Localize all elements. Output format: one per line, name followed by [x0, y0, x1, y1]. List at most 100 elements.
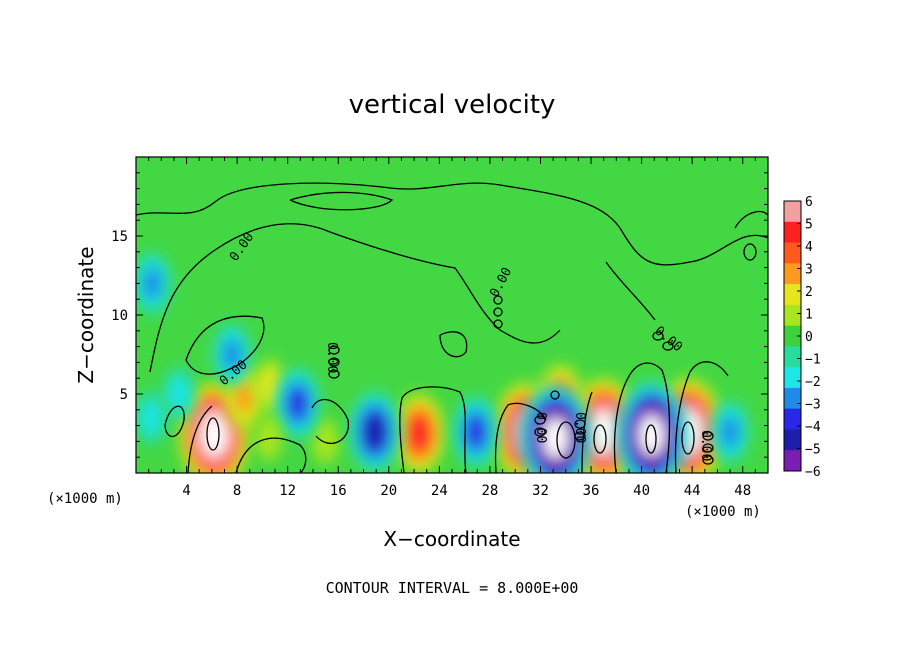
contour-loop: [645, 424, 657, 454]
velocity-level: [287, 386, 308, 421]
contour-line: [613, 362, 671, 473]
colorbar: 6 5 4 3 2 1 0 −1 −2 −3 −4 −5 −6: [783, 195, 821, 480]
contour-loop: [574, 419, 586, 429]
zero-contour-lines: [136, 182, 768, 473]
velocity-level: [466, 415, 486, 449]
contour-loop: [550, 390, 560, 400]
colorbar-tick-label: 2: [805, 285, 813, 300]
colorbar-swatch: [784, 242, 801, 264]
y-axis-title: Z−coordinate: [74, 246, 98, 383]
contour-loop: [328, 357, 340, 367]
contour-line: [734, 210, 768, 229]
colorbar-swatch: [784, 325, 801, 347]
x-tick-label: 28: [481, 483, 498, 499]
colorbar-tick-label: −2: [805, 375, 821, 390]
colorbar-tick-label: 5: [805, 218, 813, 233]
colorbar-tick-label: 6: [805, 195, 813, 210]
velocity-cell: [136, 390, 168, 445]
x-unit-label-right: (×1000 m): [685, 504, 761, 520]
contour-loop: [593, 424, 607, 454]
velocity-cell: [710, 400, 750, 464]
x-tick-label: 16: [330, 483, 347, 499]
colorbar-swatch: [784, 263, 801, 285]
velocity-level: [142, 267, 163, 300]
x-tick-label: 8: [233, 483, 241, 499]
colorbar-swatch: [784, 387, 801, 410]
velocity-cell: [162, 367, 196, 421]
colorbar-swatch: [784, 284, 801, 306]
x-axis-title: X−coordinate: [383, 527, 520, 551]
contour-loop: [662, 341, 674, 351]
contour-line: [185, 315, 265, 375]
contour-loop: [328, 369, 340, 379]
x-tick-label: 32: [532, 483, 549, 499]
contour-label: 0.00: [324, 342, 339, 373]
colorbar-tick-label: 1: [805, 308, 813, 323]
velocity-cell: [453, 395, 499, 468]
contour-loop: [328, 345, 340, 355]
velocity-level: [312, 418, 339, 464]
velocity-level: [234, 380, 255, 414]
contour-line: [136, 182, 768, 266]
velocity-level: [543, 418, 568, 459]
velocity-cell: [393, 393, 446, 473]
x-unit-label: (×1000 m): [47, 491, 123, 507]
contour-loop: [534, 427, 546, 437]
contour-loop: [493, 307, 503, 317]
velocity-cell: [348, 391, 401, 473]
colorbar-tick-label: 0: [805, 330, 813, 345]
colorbar-swatch: [784, 304, 801, 327]
colorbar-tick-label: 4: [805, 240, 813, 255]
velocity-level: [364, 414, 386, 450]
contour-loop: [702, 431, 714, 441]
velocity-level: [140, 400, 162, 435]
contour-interval-note: CONTOUR INTERVAL = 8.000E+00: [326, 579, 579, 597]
velocity-level: [639, 415, 664, 456]
contour-loop: [206, 417, 220, 451]
colorbar-tick-label: −5: [805, 443, 821, 458]
contour-label: 0.00: [572, 412, 587, 443]
velocity-level: [591, 411, 616, 452]
x-tick-label: 20: [380, 483, 397, 499]
y-tick-label: 10: [111, 308, 128, 324]
x-axis-ticks: 4 8 12 16 20 24 28 32 36 40 44 48: [148, 157, 756, 499]
contour-loop: [743, 243, 757, 261]
x-tick-label: 12: [279, 483, 296, 499]
velocity-level: [222, 338, 242, 371]
contour-loop: [493, 295, 503, 305]
x-tick-label: 48: [734, 483, 751, 499]
colorbar-swatch: [784, 367, 801, 389]
velocity-level: [408, 416, 430, 451]
contour-line: [674, 361, 729, 473]
contour-label: 0.00: [698, 430, 713, 461]
colorbar-tick-label: −3: [805, 398, 821, 413]
velocity-level: [259, 368, 281, 404]
x-tick-label: 24: [431, 483, 448, 499]
contour-loop: [681, 421, 695, 455]
contour-loop: [574, 431, 586, 441]
x-tick-label: 44: [684, 483, 701, 499]
y-axis-ticks: 5 10 15: [111, 172, 768, 458]
contour-loop: [534, 415, 546, 425]
colorbar-swatch: [784, 201, 801, 223]
colorbar-tick-label: −4: [805, 420, 821, 435]
colorbar-tick-label: −6: [805, 465, 821, 480]
colorbar-swatch: [784, 429, 801, 451]
chart-title: vertical velocity: [349, 90, 556, 120]
contour-loop: [556, 421, 576, 459]
contour-line: [494, 402, 547, 473]
y-tick-label: 5: [120, 387, 128, 403]
velocity-level: [720, 415, 740, 449]
contour-loop: [702, 443, 714, 453]
contour-line: [605, 261, 656, 321]
contour-line: [439, 331, 468, 358]
x-tick-label: 36: [583, 483, 600, 499]
velocity-cell: [312, 418, 339, 464]
velocity-cell: [136, 251, 173, 315]
contour-line: [399, 386, 467, 473]
colorbar-tick-label: 3: [805, 263, 813, 278]
colorbar-tick-label: −1: [805, 353, 821, 368]
velocity-cell: [212, 323, 252, 386]
contour-loop: [493, 319, 503, 329]
